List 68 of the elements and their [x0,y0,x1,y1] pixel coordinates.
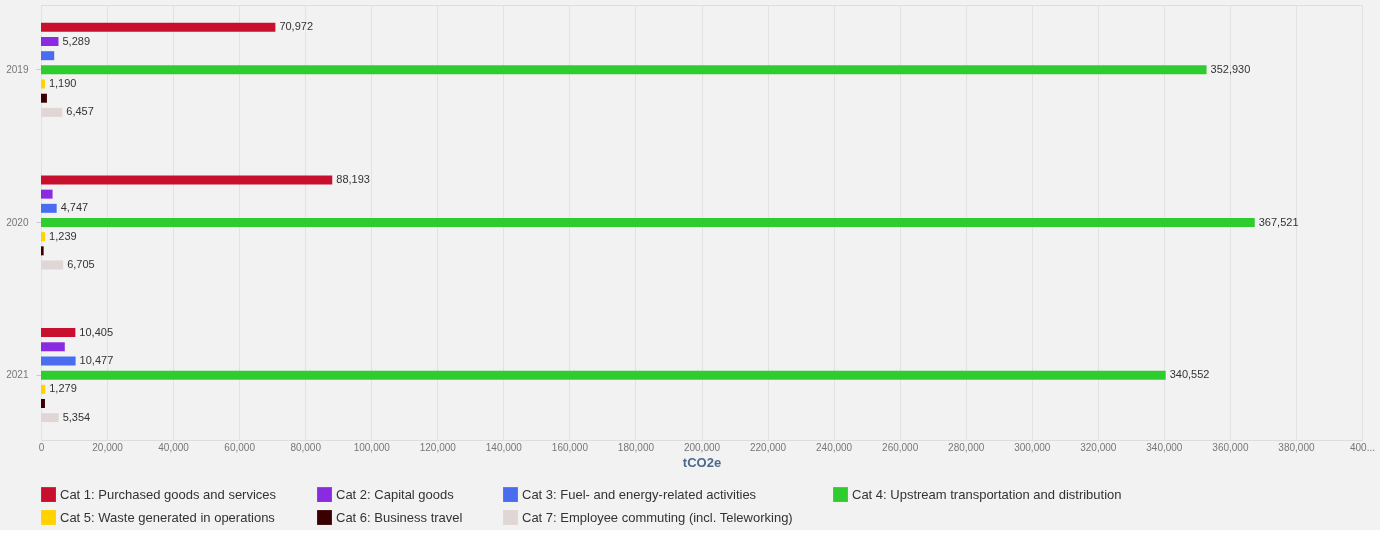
x-tick-label: 220,000 [749,441,787,453]
y-tick-label: 2021 [6,369,29,381]
bar [41,370,1166,380]
data-label: 6,457 [66,105,94,118]
y-tick-label: 2020 [6,216,29,228]
legend-label: Cat 4: Upstream transportation and distribution [852,486,1122,502]
legend-label: Cat 2: Capital goods [336,486,455,502]
x-tick-label: 100,000 [353,441,391,453]
bar [41,413,59,423]
data-label: 1,239 [49,229,77,242]
x-tick-label: 320,000 [1080,441,1117,453]
data-label: 10,477 [79,353,114,366]
x-tick-label: 140,000 [485,441,523,453]
y-tick-label: 2019 [6,63,29,75]
legend-label: Cat 6: Business travel [336,509,463,525]
data-label: 5,354 [62,410,91,423]
bar [41,246,44,256]
x-tick-label: 180,000 [617,441,655,453]
legend-label: Cat 3: Fuel- and energy-related activities [522,486,757,502]
data-label: 367,521 [1258,215,1299,228]
bar [41,37,59,47]
bar [41,398,45,408]
bar [41,51,55,61]
data-label: 6,705 [67,258,95,271]
bar [41,218,1255,227]
data-label: 88,193 [336,172,370,185]
x-tick-label: 400... [1349,441,1376,453]
bar [41,356,76,366]
x-tick-label: 160,000 [551,441,589,453]
bar [41,79,45,89]
bar [41,384,46,394]
data-label: 352,930 [1210,62,1251,75]
bar [41,260,64,270]
bar [41,93,47,103]
x-tick-label: 340,000 [1146,441,1183,453]
bar [41,107,63,117]
x-tick-label: 20,000 [92,441,124,453]
x-tick-label: 120,000 [419,441,457,453]
x-tick-label: 380,000 [1278,441,1315,453]
x-tick-label: 360,000 [1212,441,1249,453]
x-tick-label: 80,000 [290,441,322,453]
data-label: 5,289 [62,34,90,47]
legend-label: Cat 1: Purchased goods and services [60,486,277,502]
legend-label: Cat 7: Employee commuting (incl. Teleworking) [522,509,793,525]
x-tick-label: 260,000 [882,441,919,453]
bar [41,328,76,338]
bar [41,203,57,213]
x-tick-label: 240,000 [816,441,853,453]
data-label: 1,190 [48,77,77,90]
data-label: 340,552 [1169,368,1210,381]
bar [41,175,333,185]
bar [41,342,65,352]
bar [41,232,46,242]
x-tick-label: 200,000 [683,441,721,453]
x-tick-label: 280,000 [948,441,985,453]
legend-label: Cat 5: Waste generated in operations [60,509,276,525]
x-tick-label: 60,000 [224,441,256,453]
data-label: 70,972 [279,20,314,33]
bar [41,22,276,32]
x-axis-title: tCO2e [682,454,722,470]
bar [41,189,53,199]
data-label: 1,279 [49,382,77,395]
data-label: 4,747 [60,201,89,214]
bar [41,65,1207,75]
x-tick-label: 40,000 [158,441,190,453]
x-tick-label: 300,000 [1014,441,1051,453]
data-label: 10,405 [79,325,114,338]
x-tick-label: 0 [38,441,45,453]
